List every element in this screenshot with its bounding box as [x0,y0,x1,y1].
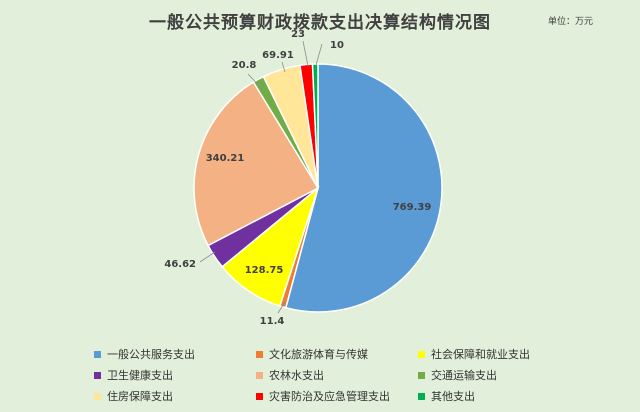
data-label-8: 23 [291,29,305,40]
legend-item-9: 其他支出 [418,388,588,404]
legend-item-8: 灾害防治及应急管理支出 [256,388,418,404]
legend-swatch-6 [418,371,425,379]
data-label-2: 11.4 [260,316,285,327]
chart-legend: 一般公共服务支出 文化旅游体育与传媒 社会保障和就业支出卫生健康支出 农林水支出 交通运… [94,346,614,404]
legend-label-5: 农林水支出 [269,369,324,382]
legend-swatch-9 [418,392,425,400]
data-label-3: 128.75 [245,265,284,276]
pie-slice-5 [193,81,320,247]
legend-item-2: 文化旅游体育与传媒 [256,346,418,362]
legend-label-1: 一般公共服务支出 [107,348,195,361]
leader-line-6 [247,73,264,91]
data-label-1: 769.39 [393,202,432,213]
legend-item-6: 交通运输支出 [418,367,588,383]
legend-swatch-1 [94,350,101,358]
legend-swatch-5 [256,371,263,379]
legend-label-7: 住房保障支出 [107,390,173,403]
legend-swatch-4 [94,371,101,379]
data-label-5: 340.21 [206,153,245,164]
data-label-6: 20.8 [232,60,257,71]
legend-label-6: 交通运输支出 [431,369,497,382]
legend-item-5: 农林水支出 [256,367,418,383]
legend-label-8: 灾害防治及应急管理支出 [269,390,390,403]
unit-label: 单位：万元 [548,17,594,27]
legend-label-3: 社会保障和就业支出 [431,348,530,361]
pie-slice-9 [311,63,319,189]
leader-line-7 [281,61,286,73]
pie-chart: 769.39 11.4 128.75 46.62 340.21 20.8 69.91 23 10 [164,29,443,327]
legend-item-3: 社会保障和就业支出 [418,346,588,362]
legend-swatch-7 [94,392,101,400]
legend-label-4: 卫生健康支出 [107,369,173,382]
legend-item-1: 一般公共服务支出 [94,346,256,362]
chart-title: 一般公共预算财政拨款支出决算结构情况图 [149,13,491,33]
legend-label-2: 文化旅游体育与传媒 [269,348,368,361]
legend-swatch-8 [256,392,263,400]
legend-swatch-2 [256,350,263,358]
data-label-7: 69.91 [262,50,294,61]
leader-line-2 [277,301,286,314]
leader-line-9 [315,43,323,66]
pie-slice-1 [284,63,443,313]
legend-swatch-3 [418,350,425,358]
leader-line-4 [199,251,216,263]
legend-item-4: 卫生健康支出 [94,367,256,383]
legend-item-7: 住房保障支出 [94,388,256,404]
legend-label-9: 其他支出 [431,390,475,403]
data-label-9: 10 [330,40,344,51]
data-label-4: 46.62 [164,259,196,270]
leader-line-8 [302,40,309,67]
